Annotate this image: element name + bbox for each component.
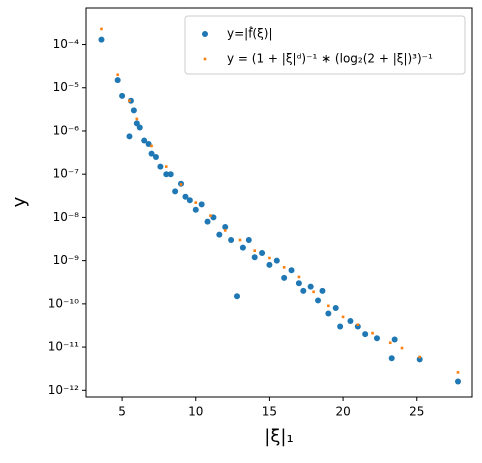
x-axis-label: |ξ|₁ — [264, 426, 293, 447]
point — [371, 331, 374, 335]
point — [238, 238, 242, 242]
y-axis-label: y — [9, 196, 30, 207]
legend-label: y=|f̂(ξ)| — [227, 26, 273, 40]
point — [98, 36, 105, 43]
point — [126, 133, 133, 140]
point — [388, 355, 395, 362]
x-tick-label: 20 — [335, 405, 350, 419]
point — [136, 124, 143, 131]
point — [141, 137, 148, 144]
y-tick-label: 10⁻⁶ — [53, 123, 80, 137]
y-tick-label: 10⁻⁵ — [53, 80, 80, 94]
point — [354, 323, 361, 330]
point — [315, 297, 322, 304]
y-tick-label: 10⁻¹² — [48, 383, 79, 397]
point — [164, 165, 168, 168]
y-tick-label: 10⁻⁹ — [53, 253, 80, 267]
point — [204, 218, 211, 225]
point — [337, 323, 344, 330]
point — [319, 287, 326, 294]
point — [273, 257, 280, 264]
point — [455, 378, 462, 385]
point — [327, 304, 330, 308]
y-tick-label: 10⁻¹¹ — [48, 340, 79, 354]
point — [416, 356, 423, 363]
point — [312, 290, 315, 294]
point — [192, 206, 199, 213]
point — [116, 73, 119, 77]
point — [119, 92, 126, 99]
point — [288, 267, 295, 274]
point — [347, 318, 354, 325]
point — [150, 144, 153, 148]
point — [127, 97, 134, 104]
point — [234, 293, 241, 300]
point — [281, 274, 288, 281]
point — [228, 237, 235, 244]
point — [251, 254, 258, 261]
point — [157, 163, 164, 170]
point — [456, 371, 460, 374]
legend-label: y = (1 + |ξ|ᵈ)⁻¹ ∗ (log₂(2 + |ξ|)³)⁻¹ — [227, 52, 433, 66]
point — [245, 237, 252, 244]
x-tick-label: 5 — [118, 405, 126, 419]
point — [209, 214, 212, 217]
point — [295, 280, 302, 287]
point — [253, 249, 256, 252]
point — [307, 283, 314, 290]
point — [182, 193, 189, 200]
x-tick-label: 15 — [262, 405, 277, 419]
point — [239, 244, 246, 251]
point — [172, 188, 179, 195]
point — [186, 197, 193, 204]
point — [356, 323, 360, 326]
point — [391, 336, 398, 343]
point — [297, 275, 301, 279]
point — [128, 99, 131, 103]
plot-frame — [85, 7, 473, 398]
point — [325, 310, 332, 317]
point — [198, 201, 205, 208]
point — [152, 153, 159, 160]
y-tick-label: 10⁻⁸ — [53, 210, 80, 224]
point — [135, 117, 139, 121]
legend-marker — [202, 31, 208, 37]
legend-marker — [203, 57, 207, 61]
y-tick-label: 10⁻⁴ — [53, 37, 80, 51]
point — [373, 335, 380, 342]
point — [210, 214, 217, 221]
point — [179, 183, 183, 186]
point — [223, 229, 227, 232]
point — [145, 140, 152, 147]
point — [418, 355, 421, 359]
point — [114, 77, 121, 84]
point — [268, 256, 271, 260]
legend-box — [184, 15, 466, 75]
x-tick-label: 25 — [409, 405, 424, 419]
y-tick-label: 10⁻⁷ — [53, 167, 80, 181]
point — [259, 250, 266, 257]
point — [362, 331, 369, 338]
point — [332, 305, 339, 312]
point — [222, 224, 229, 231]
point — [130, 107, 137, 114]
point — [300, 287, 307, 294]
point — [400, 346, 404, 350]
point — [194, 201, 198, 204]
point — [341, 315, 345, 319]
point — [388, 341, 392, 345]
point — [216, 231, 223, 238]
point — [266, 261, 273, 268]
point — [167, 171, 174, 178]
point — [282, 266, 286, 269]
x-tick-label: 10 — [188, 405, 203, 419]
y-tick-label: 10⁻¹⁰ — [48, 296, 79, 310]
point — [163, 171, 170, 178]
point — [148, 150, 155, 157]
point — [100, 27, 103, 31]
point — [133, 120, 140, 127]
